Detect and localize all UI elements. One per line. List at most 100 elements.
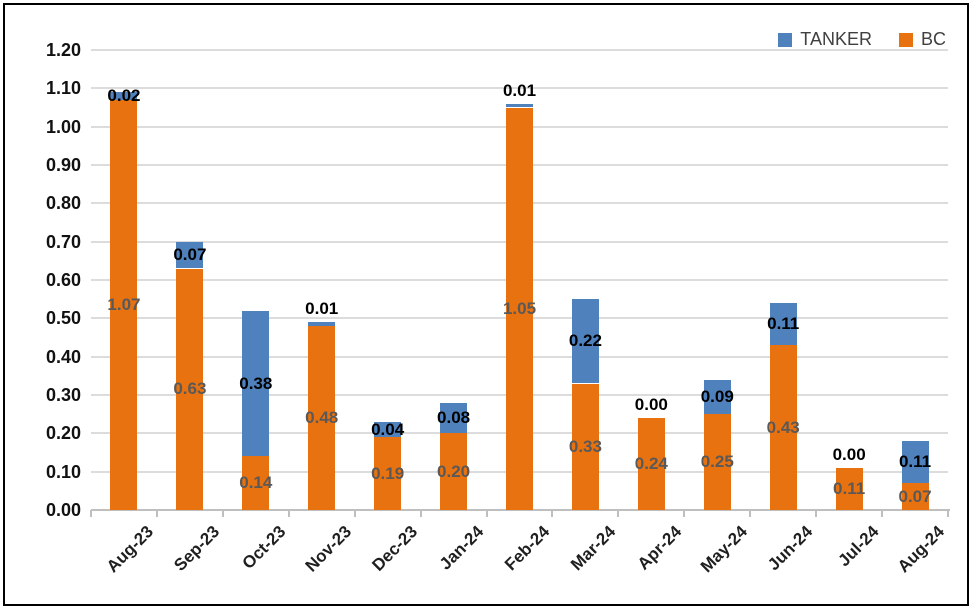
data-label-tanker: 0.00 (832, 444, 866, 464)
bar-segment-bc (242, 456, 270, 510)
x-axis-category-label: May-24 (696, 522, 751, 577)
y-axis-tick-label: 0.90 (45, 155, 81, 175)
x-axis-category-label: Feb-24 (500, 522, 553, 575)
legend: TANKER BC (778, 29, 946, 50)
bar-segment-tanker (242, 310, 270, 457)
data-label-bc: 0.19 (371, 463, 405, 483)
x-axis-tick (90, 510, 92, 517)
bar-segment-tanker (176, 241, 204, 269)
y-axis-tick-label: 0.20 (45, 423, 81, 444)
bar-segment-bc (506, 107, 533, 510)
x-axis-tick (617, 510, 620, 517)
data-label-tanker: 0.04 (371, 419, 405, 439)
data-label-bc: 0.07 (898, 486, 932, 506)
bar-segment-bc (308, 326, 336, 510)
x-axis-tick (155, 510, 158, 517)
data-label-bc: 0.43 (766, 417, 800, 437)
bar-segment-tanker (571, 299, 599, 384)
bar-segment-tanker (901, 441, 929, 484)
bar-segment-tanker (308, 322, 336, 326)
x-axis-category-label: Oct-23 (238, 522, 290, 573)
x-axis-category-label: Aug-24 (894, 522, 949, 577)
bar-segment-bc (637, 418, 665, 510)
x-axis-tick (551, 510, 554, 517)
x-axis-tick (815, 510, 818, 517)
bar-segment-tanker (703, 379, 731, 415)
x-axis-category-label: Nov-23 (301, 522, 356, 576)
data-label-bc: 1.05 (502, 298, 537, 318)
data-label-bc: 0.25 (700, 452, 734, 472)
x-axis-category-label: Aug-23 (103, 522, 158, 577)
bar-segment-bc (571, 383, 599, 510)
bar-segment-bc (374, 437, 402, 510)
bar-segment-tanker (506, 103, 533, 108)
legend-label-tanker: TANKER (800, 29, 872, 49)
y-axis-tick-label: 0.10 (45, 461, 81, 482)
x-axis-line (91, 509, 950, 511)
x-axis-tick (947, 510, 949, 517)
data-label-bc: 0.63 (173, 379, 207, 399)
bar-segment-bc (901, 483, 929, 510)
x-axis-tick (419, 510, 422, 517)
data-label-bc: 0.33 (568, 436, 602, 456)
y-axis-tick-label: 1.10 (45, 78, 81, 99)
x-axis-tick (485, 510, 488, 517)
legend-item-bc: BC (898, 29, 946, 50)
data-label-bc: 0.20 (437, 461, 471, 481)
x-axis-category-label: Dec-23 (368, 522, 422, 575)
data-label-tanker: 0.08 (437, 408, 471, 427)
data-label-bc: 0.14 (239, 473, 273, 493)
gridline (91, 49, 948, 51)
x-axis-tick (221, 510, 224, 517)
bar-segment-bc (176, 268, 204, 510)
x-axis-category-label: Jun-24 (764, 522, 817, 575)
data-label-tanker: 0.02 (107, 86, 141, 105)
y-axis-tick-label: 0.40 (45, 346, 81, 367)
data-label-tanker: 0.00 (634, 395, 668, 414)
bar-segment-tanker (769, 303, 797, 346)
y-axis-tick-label: 1.00 (45, 116, 81, 137)
x-axis-tick (287, 510, 290, 517)
data-label-bc: 1.07 (107, 294, 141, 314)
bar-segment-tanker (374, 421, 402, 438)
data-label-bc: 0.11 (833, 478, 866, 498)
data-label-tanker: 0.09 (700, 386, 734, 406)
gridline (91, 87, 948, 90)
data-label-bc: 0.24 (634, 454, 668, 473)
x-axis-tick (683, 510, 686, 517)
legend-swatch-bc-icon (898, 32, 913, 47)
legend-label-bc: BC (920, 29, 946, 49)
data-label-tanker: 0.38 (239, 373, 273, 393)
bar-segment-bc (440, 433, 468, 510)
y-axis-tick-label: 0.00 (45, 500, 81, 520)
bar-segment-bc (769, 345, 797, 510)
bar-segment-bc (110, 99, 138, 510)
bar-segment-bc (703, 414, 731, 510)
y-axis-tick-label: 0.60 (45, 270, 81, 290)
data-label-bc: 0.48 (305, 408, 339, 427)
data-label-tanker: 0.07 (173, 245, 207, 265)
y-axis-tick-label: 0.70 (45, 231, 81, 252)
y-axis-tick-label: 0.50 (45, 308, 81, 329)
legend-swatch-tanker-icon (778, 32, 793, 47)
x-axis-category-label: Jan-24 (435, 522, 488, 574)
y-axis-tick-label: 0.80 (45, 193, 81, 214)
y-axis-tick-label: 1.20 (45, 40, 81, 60)
x-axis-category-label: Apr-24 (633, 522, 685, 574)
data-label-tanker: 0.11 (767, 314, 800, 334)
legend-item-tanker: TANKER (778, 29, 872, 50)
x-axis-tick (881, 510, 884, 517)
x-axis-category-label: Sep-23 (170, 522, 224, 575)
data-label-tanker: 0.01 (305, 299, 339, 319)
bar-segment-tanker (110, 92, 138, 100)
bar-segment-bc (835, 467, 863, 510)
y-axis-tick-label: 0.30 (45, 385, 81, 405)
data-label-tanker: 0.01 (502, 80, 537, 100)
x-axis-tick (353, 510, 356, 517)
x-axis-tick (749, 510, 752, 517)
bar-segment-tanker (440, 402, 468, 434)
x-axis-category-label: Jul-24 (834, 522, 883, 571)
data-label-tanker: 0.22 (568, 331, 602, 351)
data-label-tanker: 0.11 (898, 452, 932, 472)
